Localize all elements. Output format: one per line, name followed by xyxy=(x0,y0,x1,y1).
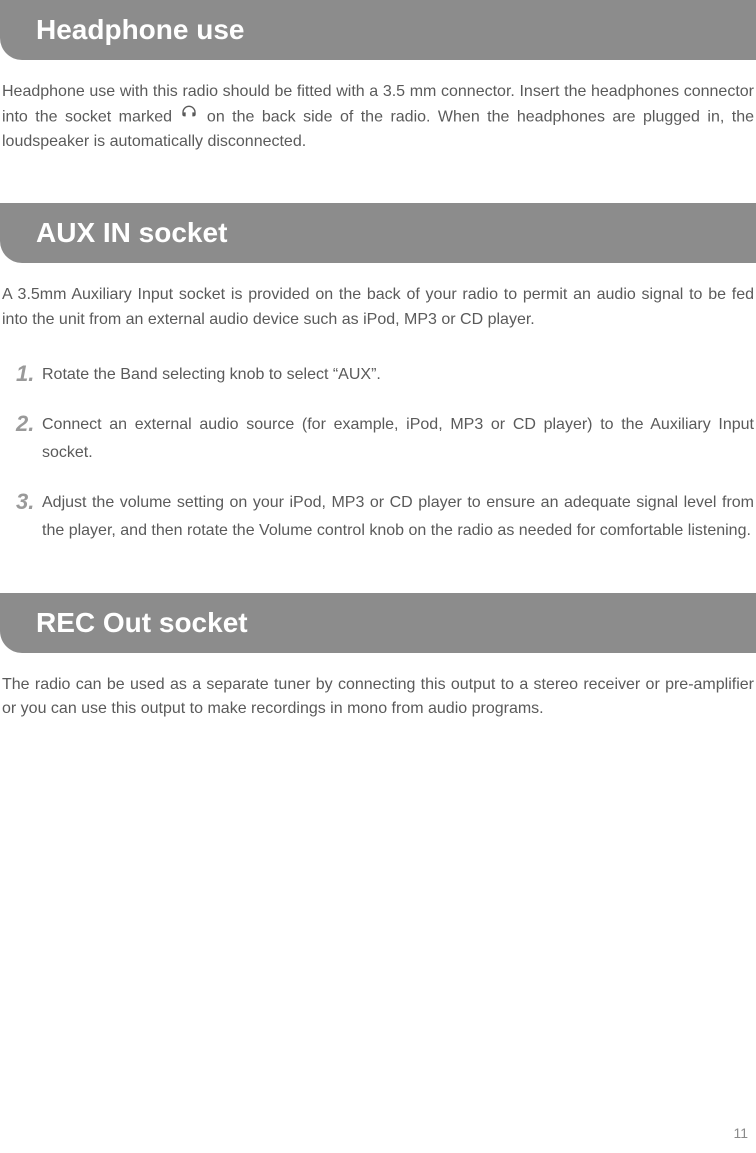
step-number: 2. xyxy=(2,411,34,467)
step-text: Rotate the Band selecting knob to select… xyxy=(34,361,754,389)
section-title-headphone: Headphone use xyxy=(0,0,756,60)
list-item: 3. Adjust the volume setting on your iPo… xyxy=(2,489,754,545)
section-title-aux: AUX IN socket xyxy=(0,203,756,263)
aux-steps-list: 1. Rotate the Band selecting knob to sel… xyxy=(0,361,756,545)
section-intro-headphone: Headphone use with this radio should be … xyxy=(0,80,756,155)
headphone-icon xyxy=(181,105,197,130)
page-number: 11 xyxy=(733,1125,748,1141)
step-text: Connect an external audio source (for ex… xyxy=(34,411,754,467)
list-item: 1. Rotate the Band selecting knob to sel… xyxy=(2,361,754,389)
section-title-rec: REC Out socket xyxy=(0,593,756,653)
list-item: 2. Connect an external audio source (for… xyxy=(2,411,754,467)
section-rec-out: REC Out socket The radio can be used as … xyxy=(0,593,756,723)
section-headphone-use: Headphone use Headphone use with this ra… xyxy=(0,0,756,155)
step-number: 3. xyxy=(2,489,34,545)
section-aux-in: AUX IN socket A 3.5mm Auxiliary Input so… xyxy=(0,203,756,545)
section-intro-rec: The radio can be used as a separate tune… xyxy=(0,673,756,723)
section-intro-aux: A 3.5mm Auxiliary Input socket is provid… xyxy=(0,283,756,333)
step-number: 1. xyxy=(2,361,34,389)
manual-page: Headphone use Headphone use with this ra… xyxy=(0,0,756,1153)
step-text: Adjust the volume setting on your iPod, … xyxy=(34,489,754,545)
